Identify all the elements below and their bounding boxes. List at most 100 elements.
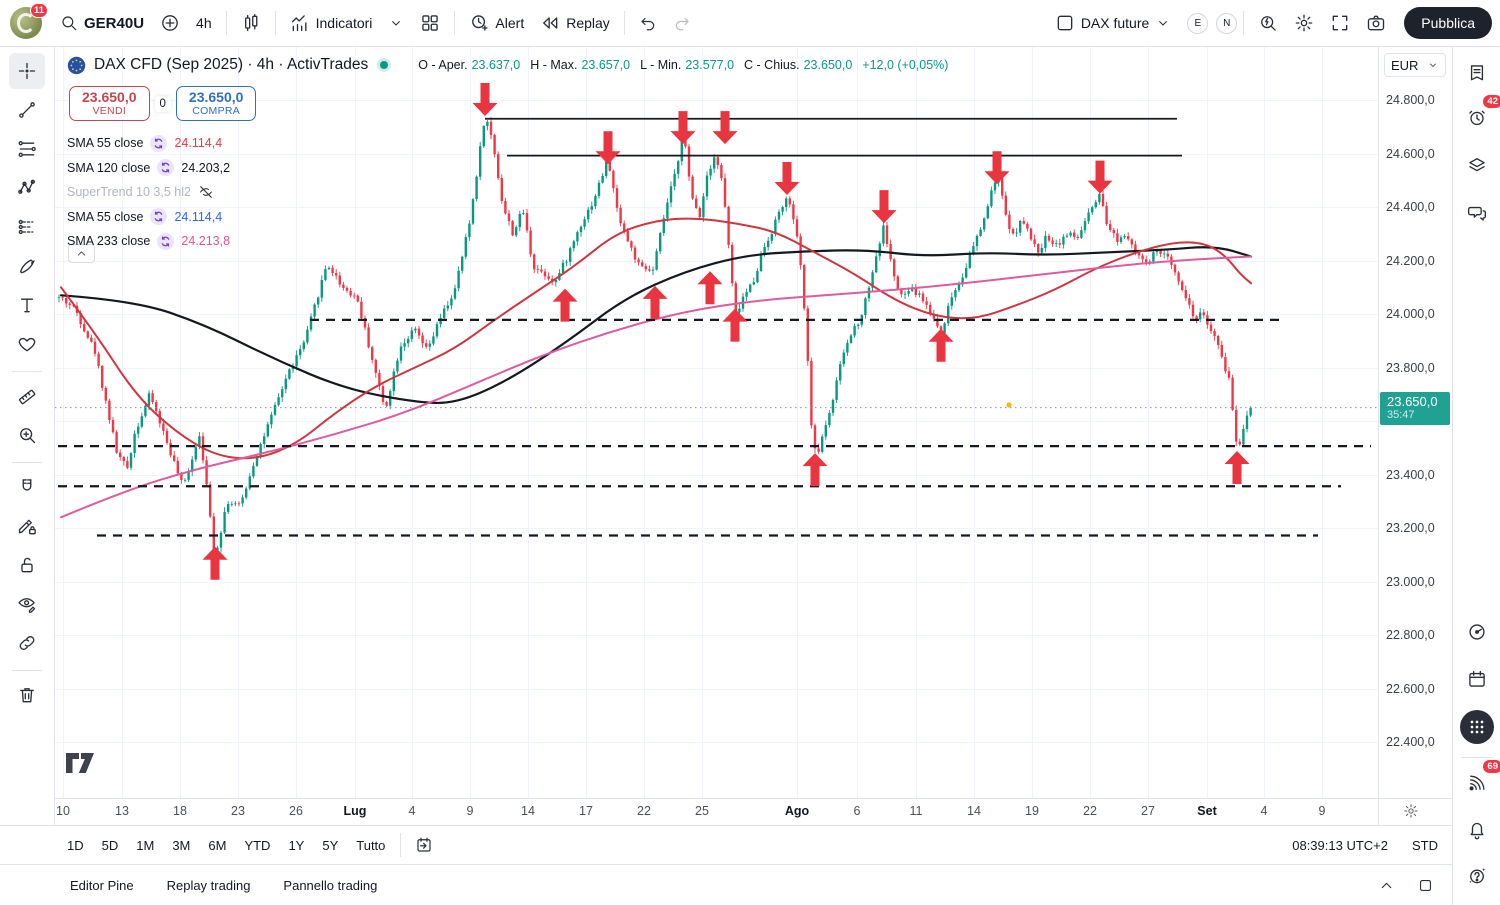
grid-layout-icon (420, 13, 440, 33)
restore-panel-icon[interactable] (1417, 877, 1434, 894)
chart-pane[interactable]: DAX CFD (Sep 2025) · 4h · ActivTrades O … (55, 47, 1378, 798)
session-mode[interactable]: STD (1412, 837, 1438, 853)
sidebar-watchlist-button[interactable] (1459, 55, 1495, 91)
sidebar-layers-button[interactable] (1459, 147, 1495, 183)
symbol-name: GER40U (84, 14, 145, 32)
indicator-row[interactable]: SMA 55 close 24.114,4 (67, 208, 223, 226)
tool-forecast[interactable] (9, 209, 45, 245)
tool-ruler[interactable] (9, 378, 45, 414)
fib-lines-icon (17, 139, 37, 159)
price-chart-canvas[interactable] (55, 47, 1378, 798)
range-ytd[interactable]: YTD (244, 837, 271, 853)
buy-button[interactable]: 23.650,0 COMPRA (175, 86, 257, 121)
tool-heart[interactable] (9, 326, 45, 362)
range-5d[interactable]: 5D (101, 837, 119, 853)
last-price-tag: 23.650,0 35:47 (1380, 391, 1450, 425)
tool-lock[interactable] (9, 547, 45, 583)
range-5y[interactable]: 5Y (322, 837, 339, 853)
symbol-search-button[interactable]: GER40U (52, 9, 152, 37)
tool-text[interactable] (9, 287, 45, 323)
sidebar-target-button[interactable] (1459, 614, 1495, 650)
range-1y[interactable]: 1Y (288, 837, 305, 853)
alert-button[interactable]: Alert (461, 8, 532, 38)
expand-panel-chevron-icon[interactable] (1378, 877, 1395, 894)
range-3m[interactable]: 3M (172, 837, 191, 853)
tool-eye-pencil[interactable] (9, 586, 45, 622)
quick-search-button[interactable] (1250, 8, 1286, 38)
axis-separator (55, 798, 1452, 799)
time-tick-label: 17 (579, 804, 593, 818)
chart-style-button[interactable] (233, 8, 269, 38)
clock[interactable]: 08:39:13 UTC+2 (1292, 837, 1388, 853)
sidebar-bell-button[interactable] (1459, 812, 1495, 848)
economy-badge[interactable]: E (1187, 12, 1209, 34)
sidebar-help-button[interactable] (1459, 858, 1495, 894)
fullscreen-button[interactable] (1322, 8, 1358, 38)
bottom-tab-pannello-trading[interactable]: Pannello trading (283, 877, 378, 893)
legend-collapse-button[interactable] (68, 244, 95, 263)
indicator-row[interactable]: SMA 55 close 24.114,4 (67, 134, 223, 152)
forecast-icon (17, 217, 37, 237)
redo-button[interactable] (665, 9, 699, 37)
replay-button[interactable]: Replay (532, 8, 618, 38)
chart-settings-button[interactable] (1286, 8, 1322, 38)
interval-button[interactable]: 4h (188, 10, 220, 36)
help-icon (1467, 866, 1487, 886)
indicator-row[interactable]: SMA 233 close 24.213,8 (67, 232, 231, 250)
sidebar-calendar-button[interactable] (1459, 661, 1495, 697)
tradingview-logo (66, 753, 94, 773)
sidebar-apps-button[interactable] (1459, 709, 1495, 745)
tool-fib-lines[interactable] (9, 131, 45, 167)
indicators-button[interactable]: Indicatori (282, 8, 381, 38)
watchlist-icon (1467, 63, 1487, 83)
replay-label: Replay (566, 15, 610, 31)
price-axis[interactable]: EUR 24.800,0 24.600,0 24.400,0 24.200,0 24.0… (1378, 47, 1452, 825)
tool-link[interactable] (9, 625, 45, 661)
grid-layout-button[interactable] (412, 8, 448, 38)
time-tick-label: 22 (637, 804, 651, 818)
news-badge[interactable]: N (1216, 12, 1238, 34)
tool-magnet[interactable] (9, 469, 45, 505)
range-6m[interactable]: 6M (208, 837, 227, 853)
legend-title-row[interactable]: DAX CFD (Sep 2025) · 4h · ActivTrades O … (67, 53, 948, 77)
sell-button[interactable]: 23.650,0 VENDI (69, 86, 150, 121)
sidebar-signal-button[interactable]: 69 (1459, 759, 1500, 801)
user-avatar[interactable]: 11 (10, 3, 48, 39)
time-tick-label: 6 (853, 804, 861, 818)
time-tick-label: 14 (521, 804, 535, 818)
price-tick-label: 22.600,0 (1386, 681, 1435, 696)
tool-zoom-in[interactable] (9, 417, 45, 453)
indicator-row[interactable]: SuperTrend 10 3,5 hl2 (67, 180, 948, 205)
top-toolbar: 11 GER40U 4h Indicatori Alert Replay (0, 0, 1500, 47)
tool-trend-line[interactable] (9, 92, 45, 128)
layout-select-button[interactable]: DAX future (1047, 8, 1179, 38)
goto-date-button[interactable] (407, 831, 441, 859)
range-1d[interactable]: 1D (67, 837, 84, 853)
tool-trash[interactable] (9, 677, 45, 713)
currency-selector[interactable]: EUR (1384, 53, 1446, 77)
currency-label: EUR (1391, 57, 1419, 73)
tool-xabcd-pattern[interactable] (9, 170, 45, 206)
tool-crosshair[interactable] (9, 53, 45, 89)
bottom-tab-editor-pine[interactable]: Editor Pine (70, 877, 134, 893)
range-1m[interactable]: 1M (136, 837, 155, 853)
bottom-right-controls (1378, 877, 1452, 894)
tool-pencil-lock[interactable] (9, 508, 45, 544)
sidebar-alert-clock-button[interactable]: 42 (1459, 94, 1500, 136)
range-tutto[interactable]: Tutto (356, 837, 386, 853)
price-tick-label: 23.400,0 (1386, 467, 1435, 482)
compare-add-button[interactable] (152, 8, 188, 38)
trash-icon (17, 685, 37, 705)
tool-brush[interactable] (9, 248, 45, 284)
bottom-tab-replay-trading[interactable]: Replay trading (166, 877, 251, 893)
indicators-templates-chevron[interactable] (380, 10, 412, 36)
time-axis[interactable]: 10 13 18 23 26 Lug 4 9 14 17 22 25 Ago 6 11 14 19 22 27 Set… (55, 799, 1378, 825)
clock-area: 08:39:13 UTC+2 STD (1292, 838, 1452, 853)
axis-settings-gear[interactable] (1403, 803, 1419, 819)
publish-button[interactable]: Pubblica (1404, 7, 1492, 39)
sell-price: 23.650,0 (82, 89, 137, 105)
undo-button[interactable] (631, 9, 665, 37)
sidebar-chat-button[interactable] (1459, 195, 1495, 231)
indicator-row[interactable]: SMA 120 close 24.203,2 (67, 159, 231, 177)
snapshot-button[interactable] (1358, 8, 1394, 38)
